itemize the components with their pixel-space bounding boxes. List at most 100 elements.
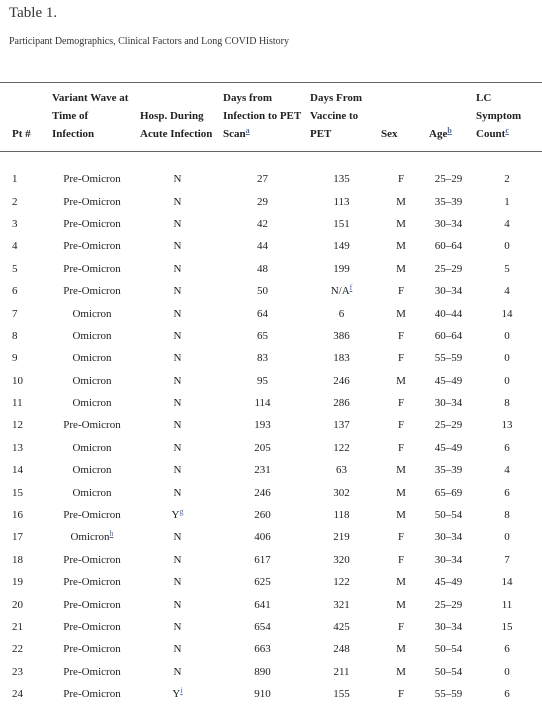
table-cell: Pre-Omicron [48, 414, 136, 436]
table-cell: 211 [306, 661, 377, 683]
table-cell: 0 [472, 347, 542, 369]
table-cell: M [377, 571, 425, 593]
column-header: LC Symptom Countc [472, 83, 542, 152]
table-cell: 0 [472, 526, 542, 548]
table-cell: 122 [306, 437, 377, 459]
table-cell: 30–34 [425, 526, 472, 548]
table-cell: 15 [0, 481, 48, 503]
table-cell: 65–69 [425, 481, 472, 503]
table-cell: 45–49 [425, 571, 472, 593]
table-cell: 4 [472, 280, 542, 302]
table-cell: 0 [472, 370, 542, 392]
table-cell: N/Af [306, 280, 377, 302]
footnote-marker: i [180, 686, 182, 695]
table-cell: 2 [472, 152, 542, 191]
table-cell: 3 [0, 213, 48, 235]
cell-text: Pt # [12, 128, 31, 140]
table-cell: Pre-Omicron [48, 593, 136, 615]
table-cell: 9 [0, 347, 48, 369]
table-cell: N [136, 392, 219, 414]
table-cell: 30–34 [425, 213, 472, 235]
table-cell: 21 [0, 616, 48, 638]
table-cell: N [136, 638, 219, 660]
table-subtitle: Participant Demographics, Clinical Facto… [9, 36, 289, 47]
table-cell: N [136, 302, 219, 324]
table-cell: 65 [219, 325, 306, 347]
table-cell: 135 [306, 152, 377, 191]
table-cell: 114 [219, 392, 306, 414]
table-cell: 19 [0, 571, 48, 593]
table-cell: 30–34 [425, 616, 472, 638]
table-cell: 231 [219, 459, 306, 481]
table-cell: N [136, 190, 219, 212]
column-header: Hosp. During Acute Infection [136, 83, 219, 152]
table-cell: 16 [0, 504, 48, 526]
table-cell: 22 [0, 638, 48, 660]
table-cell: 6 [306, 302, 377, 324]
table-cell: 13 [0, 437, 48, 459]
table-cell: 25–29 [425, 152, 472, 191]
footnote-marker: a [246, 126, 250, 135]
table-cell: 11 [0, 392, 48, 414]
table-cell: 20 [0, 593, 48, 615]
table-cell: 25–29 [425, 593, 472, 615]
table-cell: M [377, 481, 425, 503]
table-cell: N [136, 459, 219, 481]
table-cell: Pre-Omicron [48, 280, 136, 302]
table-cell: 11 [472, 593, 542, 615]
table-cell: 286 [306, 392, 377, 414]
footnote-marker: c [505, 126, 509, 135]
table-cell: 25–29 [425, 258, 472, 280]
table-cell: Pre-Omicron [48, 549, 136, 571]
cell-text: Hosp. During Acute Infection [140, 110, 212, 140]
table-cell: M [377, 661, 425, 683]
table-cell: 25–29 [425, 414, 472, 436]
table-cell: 2 [0, 190, 48, 212]
table-cell: 17 [0, 526, 48, 548]
table-cell: 7 [0, 302, 48, 324]
table-cell: 0 [472, 235, 542, 257]
table-cell: 42 [219, 213, 306, 235]
table-cell: 83 [219, 347, 306, 369]
table-cell: 63 [306, 459, 377, 481]
table-cell: 12 [0, 414, 48, 436]
table-cell: Pre-Omicron [48, 571, 136, 593]
table-cell: 23 [0, 661, 48, 683]
table-cell: M [377, 302, 425, 324]
column-header: Variant Wave at Time of Infection [48, 83, 136, 152]
table-cell: N [136, 661, 219, 683]
table-cell: Pre-Omicron [48, 235, 136, 257]
table-cell: N [136, 235, 219, 257]
table-cell: 406 [219, 526, 306, 548]
table-cell: 137 [306, 414, 377, 436]
table-cell: N [136, 481, 219, 503]
table-cell: 246 [306, 370, 377, 392]
table-cell: 60–64 [425, 325, 472, 347]
table-cell: 113 [306, 190, 377, 212]
footnote-marker: g [179, 507, 183, 516]
table-cell: 50–54 [425, 661, 472, 683]
table-cell: N [136, 325, 219, 347]
cell-text: Age [429, 128, 447, 140]
table-cell: 0 [472, 661, 542, 683]
table-cell: 6 [472, 638, 542, 660]
table-cell: F [377, 437, 425, 459]
table-cell: 625 [219, 571, 306, 593]
table-cell: 18 [0, 549, 48, 571]
table-cell: N [136, 258, 219, 280]
table-cell: 654 [219, 616, 306, 638]
table-cell: N [136, 213, 219, 235]
table-cell: Pre-Omicron [48, 152, 136, 191]
table-cell: 260 [219, 504, 306, 526]
table-cell: F [377, 392, 425, 414]
cell-text: Sex [381, 128, 398, 140]
cell-text: LC Symptom Count [476, 92, 521, 140]
